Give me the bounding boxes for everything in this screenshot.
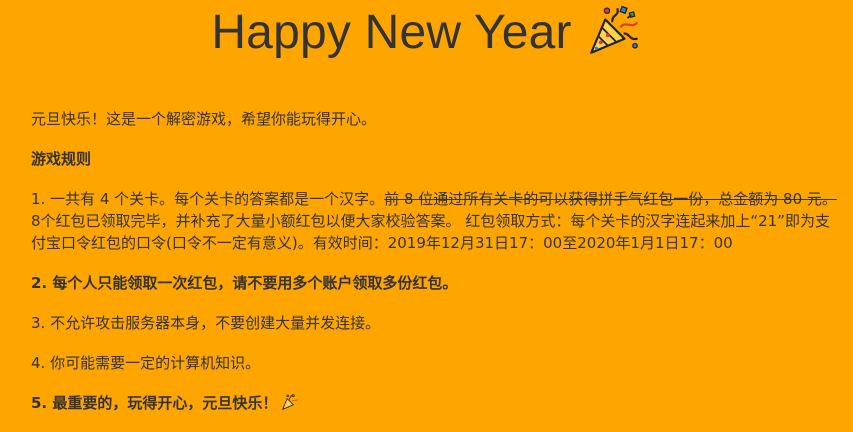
- rules-heading: 游戏规则: [31, 150, 92, 168]
- main-content: 元旦快乐！这是一个解密游戏，希望你能玩得开心。 游戏规则 1. 一共有 4 个关…: [31, 108, 843, 432]
- rule-1-prefix: 1. 一共有 4 个关卡。每个关卡的答案都是一个汉字。: [31, 190, 385, 208]
- rule-3: 3. 不允许攻击服务器本身，不要创建大量并发连接。: [31, 314, 381, 332]
- rule-1-strikethrough: 前 8 位通过所有关卡的可以获得拼手气红包一份，总金额为 80 元。: [384, 190, 837, 208]
- rule-5: 5. 最重要的，玩得开心，元旦快乐！: [31, 392, 843, 414]
- rule-4: 4. 你可能需要一定的计算机知识。: [31, 354, 261, 372]
- rule-1: 1. 一共有 4 个关卡。每个关卡的答案都是一个汉字。前 8 位通过所有关卡的可…: [31, 188, 843, 254]
- rule-2: 2. 每个人只能领取一次红包，请不要用多个账户领取多份红包。: [31, 274, 458, 292]
- rule-5-text: 5. 最重要的，玩得开心，元旦快乐！: [31, 394, 278, 412]
- rule-1-suffix: 8个红包已领取完毕，并补充了大量小额红包以便大家校验答案。 红包领取方式：每个关…: [31, 212, 830, 252]
- party-popper-icon-small: [282, 394, 299, 410]
- intro-text: 元旦快乐！这是一个解密游戏，希望你能玩得开心。: [31, 110, 377, 128]
- page-title: Happy New Year: [211, 6, 572, 59]
- party-popper-icon: [589, 5, 638, 54]
- header: Happy New Year: [0, 0, 853, 66]
